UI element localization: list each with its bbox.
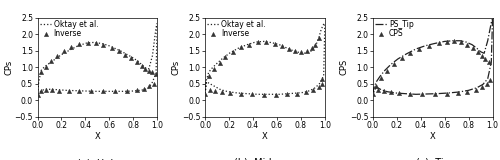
Y-axis label: CPs: CPs [172,60,181,75]
X-axis label: X: X [430,132,436,141]
Legend: Oktay et al., Inverse: Oktay et al., Inverse [206,19,266,39]
X-axis label: X: X [262,132,268,141]
Text: (a)  Hub: (a) Hub [78,158,117,160]
Text: (b)  Midspan: (b) Midspan [234,158,296,160]
Legend: PS_Tip, CPS: PS_Tip, CPS [374,19,414,39]
Text: (c)  Tip: (c) Tip [416,158,450,160]
Y-axis label: CPs: CPs [4,60,13,75]
Legend: Oktay et al., Inverse: Oktay et al., Inverse [39,19,99,39]
Y-axis label: CPS: CPS [340,59,348,75]
X-axis label: X: X [94,132,100,141]
